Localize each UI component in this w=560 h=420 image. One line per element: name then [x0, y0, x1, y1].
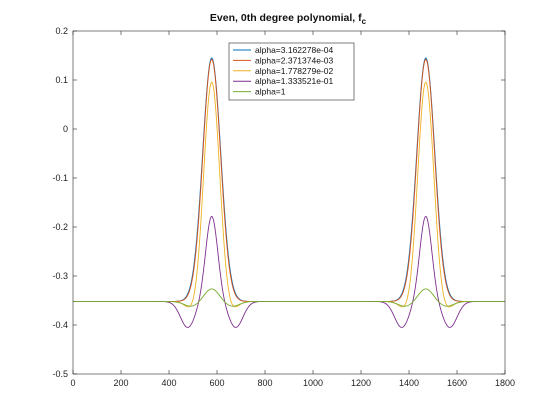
x-tick-label: 0: [70, 378, 75, 388]
y-tick-label: 0: [63, 124, 68, 134]
chart-title: Even, 0th degree polynomial, fc: [210, 12, 367, 26]
legend-label-2: alpha=2.371374e-03: [255, 55, 333, 65]
legend-label-3: alpha=1.778279e-02: [255, 66, 333, 76]
y-tick-label: 0.2: [55, 26, 68, 36]
x-tick-label: 1800: [495, 378, 515, 388]
series-line-3: [73, 81, 505, 308]
x-tick-label: 600: [209, 378, 224, 388]
y-tick-label: -0.5: [52, 369, 68, 379]
x-tick-label: 200: [113, 378, 128, 388]
x-tick-label: 1200: [351, 378, 371, 388]
x-tick-label: 400: [161, 378, 176, 388]
series-line-5: [73, 288, 505, 307]
y-tick-label: -0.4: [52, 320, 68, 330]
legend-label-4: alpha=1.333521e-01: [255, 76, 333, 86]
y-tick-label: -0.3: [52, 271, 68, 281]
y-tick-label: 0.1: [55, 75, 68, 85]
x-tick-label: 1600: [447, 378, 467, 388]
y-tick-label: -0.2: [52, 222, 68, 232]
chart-title-main: Even, 0th degree polynomial, f: [210, 12, 362, 24]
chart-title-subscript: c: [362, 17, 367, 26]
y-tick-label: -0.1: [52, 173, 68, 183]
legend-box: [228, 42, 355, 101]
axes-box: [72, 30, 506, 375]
x-tick-label: 1400: [399, 378, 419, 388]
x-tick-label: 800: [257, 378, 272, 388]
legend-label-1: alpha=3.162278e-04: [255, 45, 333, 55]
x-tick-label: 1000: [303, 378, 323, 388]
legend: alpha=3.162278e-04alpha=2.371374e-03alph…: [228, 42, 355, 101]
legend-label-5: alpha=1: [255, 87, 286, 97]
axes: 0 200 400 600 800 1000 1200 1400 1600 1800 -0.5 -0.…: [52, 26, 515, 388]
plot-area: [73, 57, 505, 328]
